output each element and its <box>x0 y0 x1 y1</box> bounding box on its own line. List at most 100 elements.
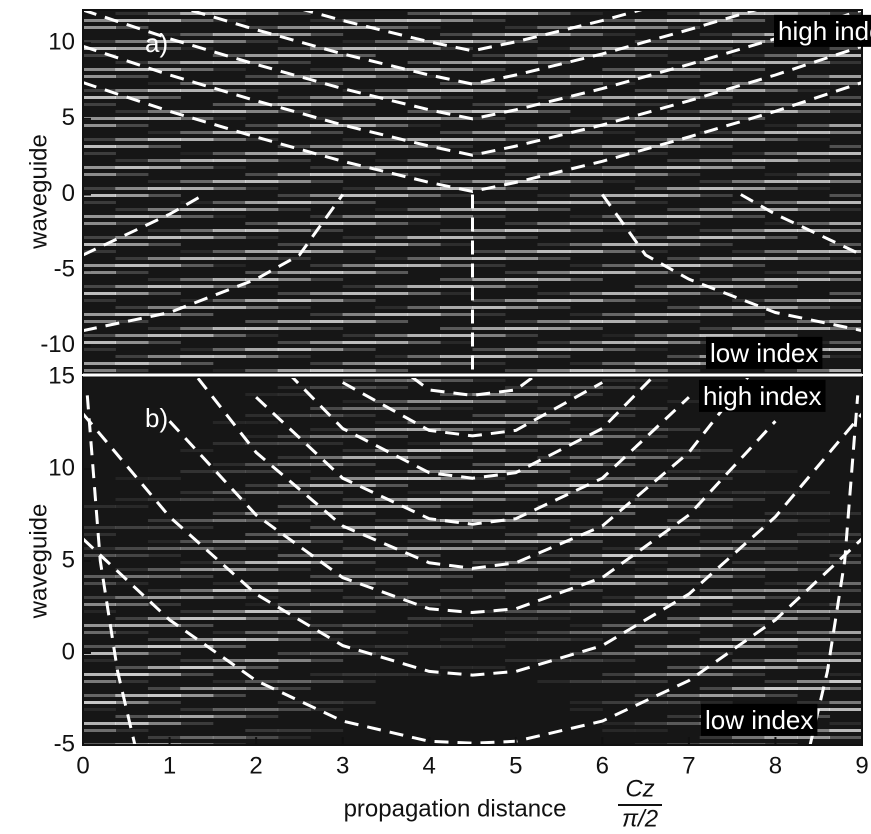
plot-area <box>83 10 862 373</box>
intensity-stripe <box>342 428 376 431</box>
intensity-stripe <box>829 257 862 260</box>
intensity-stripe <box>472 512 506 515</box>
intensity-stripe <box>667 313 701 316</box>
intensity-stripe <box>180 89 214 92</box>
intensity-stripe <box>634 271 668 274</box>
intensity-stripe <box>504 180 538 183</box>
intensity-stripe <box>537 222 571 225</box>
intensity-stripe <box>699 208 733 211</box>
intensity-stripe <box>407 117 441 120</box>
intensity-stripe <box>732 250 766 253</box>
intensity-stripe <box>310 589 344 592</box>
intensity-stripe <box>310 428 344 431</box>
intensity-stripe <box>537 180 571 183</box>
intensity-stripe <box>829 610 862 613</box>
intensity-stripe <box>472 526 506 529</box>
intensity-stripe <box>504 393 538 396</box>
intensity-stripe <box>83 348 116 351</box>
intensity-stripe <box>732 659 766 662</box>
intensity-stripe <box>602 103 636 106</box>
intensity-stripe <box>277 75 311 78</box>
intensity-stripe <box>375 257 409 260</box>
intensity-stripe <box>699 603 733 606</box>
intensity-stripe <box>569 348 603 351</box>
intensity-stripe <box>634 386 668 389</box>
intensity-stripe <box>829 292 862 295</box>
intensity-stripe <box>699 229 733 232</box>
intensity-stripe <box>342 575 376 578</box>
intensity-stripe <box>83 341 116 344</box>
intensity-stripe <box>602 631 636 634</box>
intensity-stripe <box>342 456 376 459</box>
intensity-stripe <box>472 229 506 232</box>
intensity-stripe <box>797 180 831 183</box>
intensity-stripe <box>634 173 668 176</box>
intensity-stripe <box>407 407 441 410</box>
intensity-stripe <box>602 271 636 274</box>
intensity-stripe <box>699 519 733 522</box>
intensity-stripe <box>504 369 538 372</box>
intensity-stripe <box>310 313 344 316</box>
intensity-stripe <box>277 257 311 260</box>
intensity-stripe <box>83 673 116 676</box>
intensity-stripe <box>277 631 311 634</box>
intensity-stripe <box>375 26 409 29</box>
intensity-stripe <box>115 334 149 337</box>
intensity-stripe <box>342 400 376 403</box>
intensity-stripe <box>667 271 701 274</box>
intensity-stripe <box>180 526 214 529</box>
intensity-stripe <box>472 152 506 155</box>
intensity-stripe <box>472 306 506 309</box>
intensity-stripe <box>440 666 473 669</box>
intensity-stripe <box>440 229 473 232</box>
intensity-stripe <box>634 201 668 204</box>
intensity-stripe <box>602 19 636 22</box>
intensity-stripe <box>407 341 441 344</box>
intensity-stripe <box>180 575 214 578</box>
intensity-stripe <box>277 638 311 641</box>
intensity-stripe <box>699 145 733 148</box>
intensity-stripe <box>342 320 376 323</box>
intensity-stripe <box>212 40 246 43</box>
intensity-stripe <box>245 638 279 641</box>
intensity-stripe <box>277 110 311 113</box>
intensity-stripe <box>472 285 506 288</box>
intensity-stripe <box>699 215 733 218</box>
intensity-stripe <box>180 498 214 501</box>
annotation: high index <box>703 381 822 411</box>
intensity-stripe <box>732 285 766 288</box>
intensity-stripe <box>699 617 733 620</box>
intensity-stripe <box>537 124 571 127</box>
intensity-stripe <box>602 264 636 267</box>
intensity-stripe <box>440 400 473 403</box>
intensity-stripe <box>375 477 409 480</box>
intensity-stripe <box>634 561 668 564</box>
intensity-stripe <box>797 173 831 176</box>
intensity-stripe <box>342 512 376 515</box>
intensity-stripe <box>472 40 506 43</box>
intensity-stripe <box>829 82 862 85</box>
intensity-stripe <box>732 327 766 330</box>
intensity-stripe <box>212 334 246 337</box>
intensity-stripe <box>245 306 279 309</box>
intensity-stripe <box>407 12 441 15</box>
intensity-stripe <box>310 505 344 508</box>
intensity-stripe <box>147 547 181 550</box>
intensity-stripe <box>537 355 571 358</box>
intensity-stripe <box>375 75 409 78</box>
intensity-stripe <box>797 299 831 302</box>
intensity-stripe <box>375 271 409 274</box>
intensity-stripe <box>83 145 116 148</box>
intensity-stripe <box>699 82 733 85</box>
intensity-stripe <box>699 498 733 501</box>
intensity-stripe <box>375 117 409 120</box>
intensity-stripe <box>472 645 506 648</box>
intensity-stripe <box>634 435 668 438</box>
intensity-stripe <box>407 456 441 459</box>
intensity-stripe <box>245 285 279 288</box>
intensity-stripe <box>602 26 636 29</box>
intensity-stripe <box>829 652 862 655</box>
intensity-stripe <box>407 477 441 480</box>
intensity-stripe <box>115 645 149 648</box>
intensity-stripe <box>699 470 733 473</box>
